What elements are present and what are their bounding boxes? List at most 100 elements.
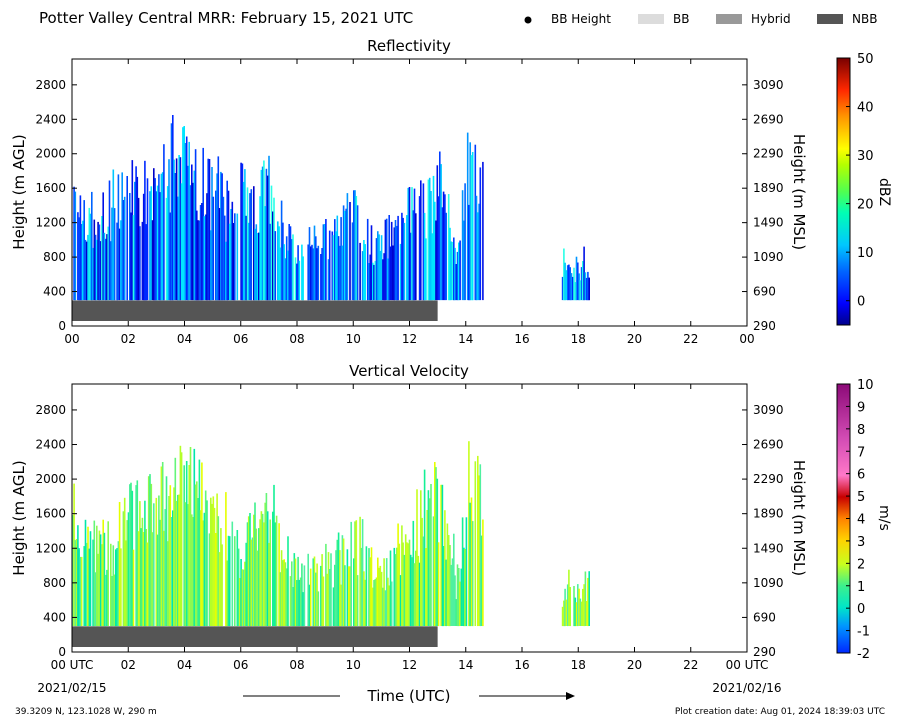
echo-column xyxy=(242,569,245,627)
echo-column xyxy=(275,515,278,627)
echo-column xyxy=(291,561,293,626)
echo-column xyxy=(566,584,569,627)
echo-column xyxy=(382,259,384,301)
y2-tick-label: 1890 xyxy=(753,181,784,195)
echo-column xyxy=(193,448,196,626)
echo-column xyxy=(369,254,371,301)
x-tick-label: 02 xyxy=(121,332,136,346)
echo-column xyxy=(265,168,268,301)
echo-column xyxy=(411,187,413,301)
echo-column xyxy=(168,159,170,301)
echo-column xyxy=(316,563,318,627)
echo-column xyxy=(342,205,345,301)
echo-column xyxy=(85,542,88,626)
echo-column xyxy=(475,195,478,301)
echo-column xyxy=(272,511,274,627)
y-tick-label: 1200 xyxy=(35,216,66,230)
echo-column xyxy=(240,162,242,301)
echo-column xyxy=(247,222,250,301)
echo-column xyxy=(401,212,403,301)
echo-column xyxy=(122,200,125,301)
echo-column xyxy=(149,474,151,627)
echo-column xyxy=(458,568,460,627)
echo-column xyxy=(210,230,212,301)
y-tick-label: 2000 xyxy=(35,147,66,161)
echo-column xyxy=(380,571,383,626)
y-tick-label: 2000 xyxy=(35,472,66,486)
echo-column xyxy=(159,192,161,301)
echo-column xyxy=(399,243,402,301)
echo-column xyxy=(418,562,421,627)
echo-column xyxy=(244,169,246,301)
y-tick-label: 400 xyxy=(43,285,66,299)
echo-column xyxy=(431,233,433,301)
echo-column xyxy=(189,185,192,301)
echo-column xyxy=(466,132,469,301)
echo-column xyxy=(174,173,177,301)
echo-column xyxy=(94,234,97,301)
echo-column xyxy=(80,224,83,301)
echo-column xyxy=(346,193,349,301)
echo-column xyxy=(261,166,264,301)
echo-column xyxy=(83,200,85,301)
echo-column xyxy=(398,543,401,627)
echo-column xyxy=(179,445,182,626)
echo-column xyxy=(574,597,577,627)
echo-column xyxy=(220,528,222,627)
echo-column xyxy=(136,176,139,301)
echo-column xyxy=(439,151,441,301)
echo-column xyxy=(334,219,336,301)
echo-column xyxy=(144,500,146,627)
echo-column xyxy=(211,167,213,301)
echo-column xyxy=(389,550,392,626)
echo-column xyxy=(99,241,102,301)
x-tick-label: 12 xyxy=(402,332,417,346)
echo-column xyxy=(346,549,349,627)
echo-column xyxy=(183,126,185,301)
echo-column xyxy=(135,485,137,627)
echo-column xyxy=(177,196,179,301)
echo-column xyxy=(579,598,582,626)
reflectivity-plot-area xyxy=(72,115,590,321)
echo-column xyxy=(428,498,431,627)
echo-column xyxy=(216,493,218,626)
echo-column xyxy=(196,481,198,626)
echo-column xyxy=(159,519,161,627)
echo-column xyxy=(177,494,179,627)
echo-column xyxy=(120,220,122,301)
echo-column xyxy=(364,244,366,301)
echo-column xyxy=(407,543,409,627)
colorbar-tick-label: -1 xyxy=(857,625,870,640)
echo-column xyxy=(174,457,177,626)
echo-column xyxy=(416,489,418,627)
echo-column xyxy=(242,181,245,301)
echo-column xyxy=(74,191,77,301)
velocity-colorbar-label: m/s xyxy=(876,505,892,531)
echo-column xyxy=(378,567,380,626)
echo-column xyxy=(399,575,402,627)
echo-column xyxy=(211,503,213,626)
echo-column xyxy=(384,590,387,627)
y-tick-label: 1200 xyxy=(35,541,66,555)
echo-column xyxy=(480,535,483,626)
echo-column xyxy=(375,238,378,301)
echo-column xyxy=(97,553,99,627)
echo-column xyxy=(246,187,249,301)
echo-column xyxy=(164,509,166,626)
echo-column xyxy=(312,558,315,627)
echo-column xyxy=(408,187,411,301)
echo-column xyxy=(298,579,301,627)
echo-column xyxy=(315,572,317,627)
echo-column xyxy=(359,242,361,301)
echo-column xyxy=(142,193,145,301)
echo-column xyxy=(218,208,221,301)
echo-column xyxy=(566,265,569,301)
echo-column xyxy=(144,160,146,301)
echo-column xyxy=(342,538,345,627)
echo-column xyxy=(344,210,346,301)
echo-column xyxy=(453,533,455,626)
echo-column xyxy=(579,280,582,301)
echo-column xyxy=(477,455,479,627)
echo-column xyxy=(468,441,470,627)
echo-column xyxy=(415,213,417,301)
